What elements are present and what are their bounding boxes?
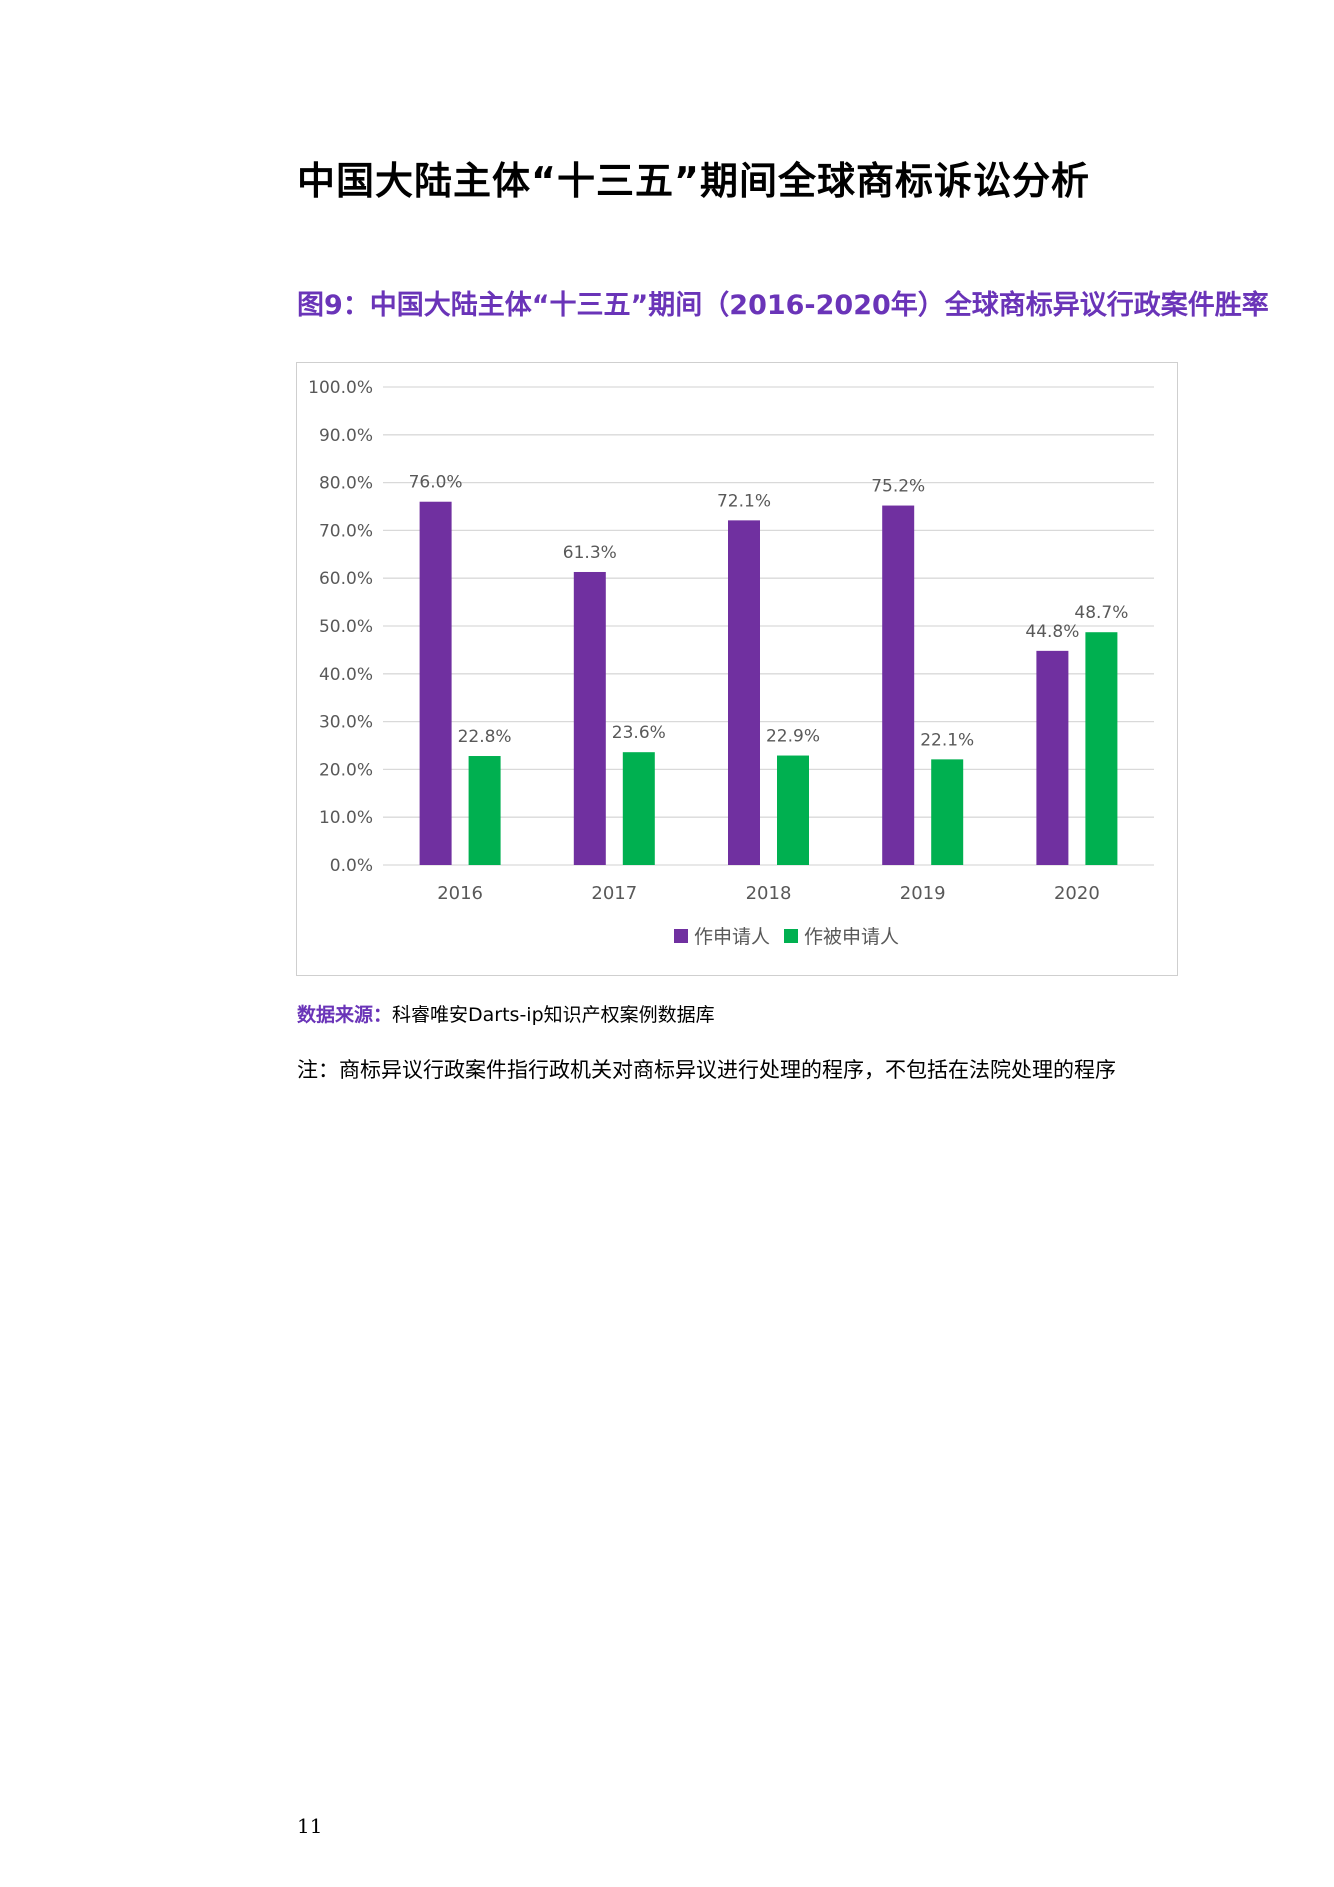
y-tick-label: 70.0% [319,521,373,541]
y-tick-label: 40.0% [319,665,373,685]
bar [931,759,964,865]
data-label: 76.0% [409,473,463,493]
bar [1085,632,1118,865]
x-tick-label: 2019 [900,883,946,904]
page-number: 11 [297,1814,323,1838]
data-source-label: 数据来源： [297,1004,393,1026]
y-tick-label: 20.0% [319,760,373,780]
bar [419,501,452,865]
data-label: 23.6% [612,723,666,743]
y-tick-label: 30.0% [319,713,373,733]
data-source-text: 科睿唯安Darts-ip知识产权案例数据库 [392,1004,715,1026]
y-tick-label: 10.0% [319,808,373,828]
legend-label: 作申请人 [694,926,770,948]
x-tick-label: 2016 [437,883,483,904]
y-tick-label: 50.0% [319,617,373,637]
bar [468,756,501,865]
data-label: 75.2% [871,477,925,497]
x-tick-label: 2018 [746,883,792,904]
legend-swatch [784,929,798,943]
y-tick-label: 0.0% [330,856,373,876]
bar [622,752,655,865]
footnote: 注：商标异议行政案件指行政机关对商标异议进行处理的程序，不包括在法院处理的程序 [297,1058,1116,1082]
bar [1036,650,1069,865]
y-tick-label: 90.0% [319,426,373,446]
bar [882,505,915,865]
x-tick-label: 2020 [1054,883,1100,904]
y-tick-label: 80.0% [319,474,373,494]
data-label: 48.7% [1074,603,1128,623]
chart-frame: 0.0% 10.0% 20.0% 30.0% 40.0% 50.0% 60.0% 70.0% 8… [296,362,1178,976]
bar [777,755,809,865]
data-label: 22.9% [766,727,820,747]
data-label: 72.1% [717,491,771,511]
figure-title: 图9：中国大陆主体“十三五”期间（2016-2020年）全球商标异议行政案件胜率 [297,290,1269,321]
y-tick-label: 100.0% [308,378,373,398]
bar [573,571,606,865]
y-tick-label: 60.0% [319,569,373,589]
data-source: 数据来源：科睿唯安Darts-ip知识产权案例数据库 [297,1000,715,1027]
bar [728,520,760,865]
legend-swatch [674,929,688,943]
x-tick-label: 2017 [591,883,637,904]
legend-label: 作被申请人 [804,926,899,948]
data-label: 61.3% [563,543,617,563]
bar-chart: 0.0% 10.0% 20.0% 30.0% 40.0% 50.0% 60.0% 70.0% 8… [308,378,1154,948]
data-label: 22.8% [458,727,512,747]
page-heading: 中国大陆主体“十三五”期间全球商标诉讼分析 [297,159,1090,203]
data-label: 22.1% [920,730,974,750]
data-label: 44.8% [1025,622,1079,642]
